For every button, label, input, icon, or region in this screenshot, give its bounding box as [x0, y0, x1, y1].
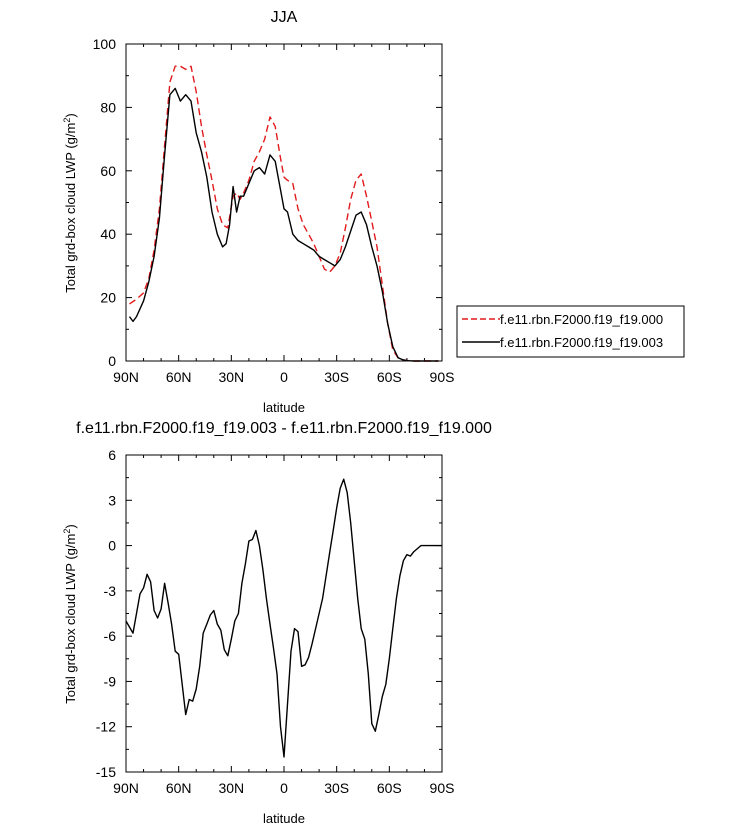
x-tick-label: 90N — [113, 780, 139, 796]
series-line-0-1 — [128, 87, 439, 362]
series-line-0-0 — [129, 65, 439, 362]
top-legend: f.e11.rbn.F2000.f19_f19.000 f.e11.rbn.F2… — [456, 305, 685, 358]
bottom-chart-title: f.e11.rbn.F2000.f19_f19.003 - f.e11.rbn.… — [76, 420, 492, 437]
x-tick-label: 90N — [113, 369, 139, 385]
top-y-axis-title: Total grd-box cloud LWP (g/m2) — [62, 113, 78, 292]
x-tick-label: 0 — [280, 369, 288, 385]
y-tick-label: -6 — [104, 628, 117, 644]
x-tick-label: 30S — [324, 369, 349, 385]
x-tick-label: 30S — [324, 780, 349, 796]
x-tick-label: 30N — [218, 780, 244, 796]
y-tick-label: -15 — [96, 764, 116, 780]
x-tick-label: 0 — [280, 780, 288, 796]
y-tick-label: 3 — [108, 492, 116, 508]
x-tick-label: 90S — [430, 780, 455, 796]
y-tick-label: 60 — [100, 163, 116, 179]
bottom-x-axis-title: latitude — [263, 811, 305, 826]
bottom-panel-difference: f.e11.rbn.F2000.f19_f19.003 - f.e11.rbn.… — [62, 420, 492, 826]
top-plot-area: 90N 60N 30N 0 30S 60S 90S 0 20 40 60 80 100 — [93, 36, 455, 385]
legend-frame — [456, 305, 685, 358]
x-tick-label: 60N — [166, 780, 192, 796]
bottom-y-axis-title: Total grd-box cloud LWP (g/m2) — [62, 524, 78, 703]
y-tick-label: 0 — [108, 538, 116, 554]
top-panel-jja: JJA 90N 60N 30N 0 30S 60S 90S 0 20 40 60 80 100 lati… — [62, 9, 685, 415]
x-tick-label: 60S — [377, 780, 402, 796]
x-tick-label: 90S — [430, 369, 455, 385]
x-tick-label: 30N — [218, 369, 244, 385]
y-tick-label: 20 — [100, 290, 116, 306]
top-x-axis-title: latitude — [263, 400, 305, 415]
y-tick-label: -3 — [104, 583, 117, 599]
y-tick-label: 6 — [108, 447, 116, 463]
y-tick-label: 0 — [108, 353, 116, 369]
legend-label-series-1: f.e11.rbn.F2000.f19_f19.003 — [500, 335, 663, 350]
series-line-1-0 — [125, 478, 442, 758]
legend-label-series-0: f.e11.rbn.F2000.f19_f19.000 — [500, 312, 663, 327]
top-chart-title: JJA — [271, 9, 298, 26]
bottom-plot-area: 90N 60N 30N 0 30S 60S 90S -15 -12 -9 -6 -3 0 3 6 — [96, 447, 455, 796]
y-tick-label: 80 — [100, 99, 116, 115]
y-tick-label: 100 — [93, 36, 117, 52]
y-tick-label: 40 — [100, 226, 116, 242]
y-tick-label: -9 — [104, 673, 117, 689]
y-tick-label: -12 — [96, 719, 116, 735]
x-tick-label: 60N — [166, 369, 192, 385]
x-tick-label: 60S — [377, 369, 402, 385]
